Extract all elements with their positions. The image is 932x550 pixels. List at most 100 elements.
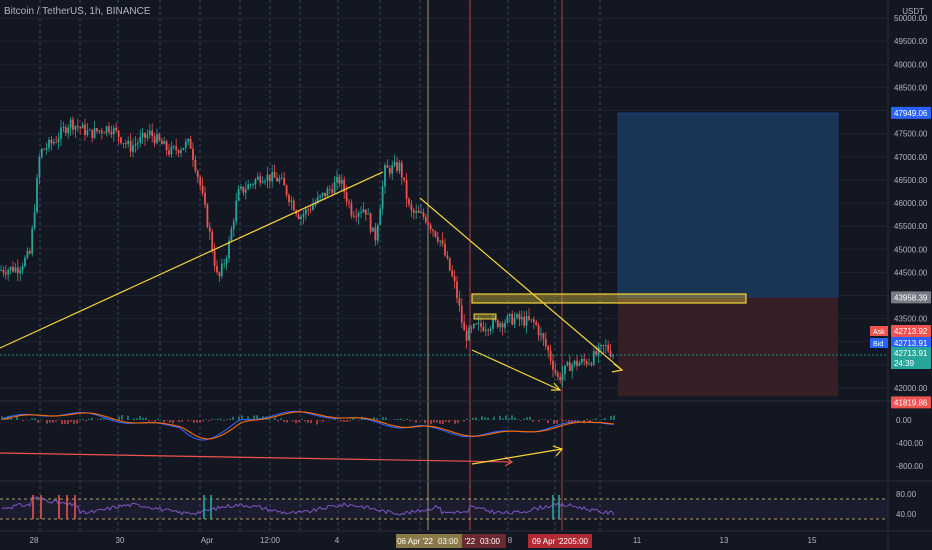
arrow-head <box>611 363 624 373</box>
target-price-tag: 47949.06 <box>894 109 928 118</box>
candle-body <box>117 130 120 138</box>
candle-body <box>9 266 12 271</box>
macd-bar <box>592 419 594 420</box>
candle-body <box>343 179 346 193</box>
candle-body <box>544 338 547 347</box>
candle-body <box>482 326 485 331</box>
candle-body <box>316 197 319 203</box>
rsi-signal-bar <box>210 495 212 519</box>
macd-bar <box>196 420 198 423</box>
candle-body <box>19 269 22 274</box>
candle-body <box>542 333 545 339</box>
candle-body <box>405 180 408 199</box>
macd-bar <box>238 416 240 420</box>
macd-bar <box>322 420 324 422</box>
candle-body <box>506 315 509 323</box>
candle-body <box>528 316 530 320</box>
candle-body <box>132 145 134 152</box>
candle-body <box>326 188 329 197</box>
candle-body <box>381 186 384 209</box>
candle-body <box>218 272 221 277</box>
macd-bar <box>517 419 519 420</box>
candle-body <box>324 192 326 197</box>
candle-body <box>532 319 535 323</box>
candle-body <box>472 323 475 328</box>
candle-body <box>168 150 170 155</box>
macd-bar <box>76 420 78 424</box>
candle-body <box>141 132 144 137</box>
candle-body <box>170 146 173 155</box>
rsi-signal-bar <box>552 495 554 519</box>
macd-bar <box>448 420 450 423</box>
candle-body <box>216 266 218 273</box>
candle-body <box>568 362 571 371</box>
rsi-signal-bar <box>40 495 42 519</box>
candle-body <box>410 204 413 211</box>
macd-bar <box>334 418 336 420</box>
time-highlight-label: 03:00 <box>480 537 501 546</box>
candle-body <box>237 188 240 201</box>
macd-bar <box>379 419 381 420</box>
macd-bar <box>547 420 549 424</box>
candle-body <box>420 212 422 213</box>
time-axis-label: 28 <box>30 536 39 545</box>
candle-body <box>376 225 379 241</box>
candle-body <box>508 314 511 316</box>
macd-bar <box>91 417 93 420</box>
chart-title: Bitcoin / TetherUS, 1h, BINANCE <box>4 6 151 17</box>
candle-body <box>336 177 338 183</box>
macd-bar <box>181 420 183 422</box>
candle-body <box>242 186 245 193</box>
macd-bar <box>529 416 531 420</box>
macd-bar <box>22 420 24 422</box>
rsi-signal-bar <box>58 495 60 519</box>
candle-body <box>96 128 98 132</box>
trendline-ascending <box>0 171 384 349</box>
candle-body <box>480 322 482 327</box>
candle-body <box>501 323 504 328</box>
candle-body <box>93 128 96 138</box>
time-highlight-label: 09 Apr '22 <box>532 537 568 546</box>
candle-body <box>499 323 502 328</box>
candle-body <box>573 360 576 365</box>
macd-bar <box>31 418 33 420</box>
candle-body <box>199 177 202 186</box>
candle-body <box>307 209 310 211</box>
macd-bar <box>16 416 18 420</box>
price-tick-label: 42000.00 <box>894 384 928 393</box>
candle-body <box>110 131 113 135</box>
candle-body <box>290 200 293 202</box>
candle-body <box>153 136 156 144</box>
bid-price-tag: 42713.91 <box>894 339 928 348</box>
time-axis-label: 8 <box>508 536 513 545</box>
price-tick-label: 45000.00 <box>894 245 928 254</box>
macd-bar <box>37 420 39 423</box>
candle-body <box>88 129 91 131</box>
time-axis-label: 11 <box>633 536 642 545</box>
rsi-tick-label: 40.00 <box>896 510 917 519</box>
candle-body <box>552 360 554 370</box>
candle-body <box>585 361 588 365</box>
macd-bar <box>142 417 144 420</box>
candle-body <box>504 322 506 328</box>
price-tick-label: 44500.00 <box>894 268 928 277</box>
candle-body <box>115 127 118 131</box>
macd-bar <box>478 420 480 421</box>
macd-bar <box>100 418 102 420</box>
macd-bar <box>166 420 168 421</box>
macd-bar <box>178 420 180 423</box>
macd-bar <box>52 420 54 423</box>
macd-bar <box>169 420 171 423</box>
time-axis-label: 13 <box>720 536 729 545</box>
macd-bar <box>544 419 546 420</box>
candle-body <box>328 188 331 190</box>
candle-body <box>2 270 5 273</box>
macd-bar <box>61 420 63 425</box>
candle-body <box>530 319 533 321</box>
candle-body <box>609 351 612 357</box>
macd-rising-line <box>471 448 563 465</box>
macd-bar <box>256 415 258 420</box>
candle-body <box>352 215 355 217</box>
